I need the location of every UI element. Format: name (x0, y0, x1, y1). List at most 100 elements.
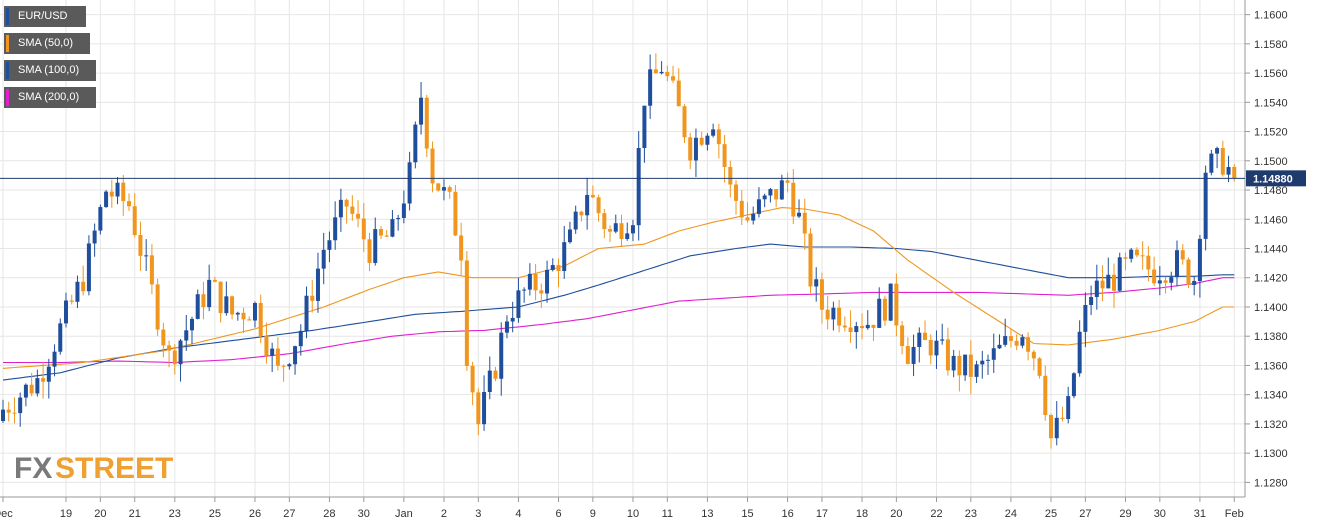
candle-body (384, 235, 389, 237)
candle (1043, 365, 1048, 421)
candle-body (436, 183, 441, 191)
sma100-line (2, 243, 1235, 381)
legend-item-sma50[interactable]: SMA (50,0) (4, 33, 90, 54)
x-tick-label: 17 (816, 508, 828, 520)
candle (315, 252, 320, 313)
candle (923, 320, 928, 341)
candle-body (189, 318, 194, 331)
legend-item-eurusd[interactable]: EUR/USD (4, 6, 86, 27)
candle-body (298, 330, 303, 347)
candle (779, 174, 784, 200)
candle-body (1232, 167, 1237, 179)
candle-body (1134, 249, 1139, 256)
legend-swatch-sma200 (6, 89, 9, 106)
candle (58, 318, 63, 355)
y-tick-label: 1.1460 (1254, 214, 1288, 226)
candle (430, 141, 435, 193)
axis-layer: 1.1600 1.1580 1.1560 1.1540 1.1520 1.1500 1.14… (0, 0, 1306, 520)
candle (230, 295, 235, 320)
candle-body (688, 137, 693, 161)
candle (470, 361, 475, 406)
logo-fx: FX (14, 452, 52, 485)
candle (155, 278, 160, 336)
candle-body (1094, 280, 1099, 298)
candle (585, 177, 590, 230)
candle (104, 190, 109, 208)
candle-body (98, 207, 103, 231)
candle (963, 354, 968, 381)
candle-body (396, 217, 401, 220)
candle (688, 132, 693, 170)
candle-body (1192, 281, 1197, 285)
candle-body (768, 189, 773, 196)
candle (1140, 241, 1145, 270)
candle (625, 222, 630, 241)
candle-body (293, 346, 298, 365)
candle-body (315, 268, 320, 301)
candle (653, 53, 658, 74)
candle-body (29, 384, 34, 394)
candle-body (1020, 337, 1025, 346)
candle-body (636, 148, 641, 226)
candle-body (567, 229, 572, 243)
candle-body (608, 229, 613, 232)
candle-body (115, 182, 120, 197)
candle-body (911, 346, 916, 364)
candle (539, 283, 544, 308)
candle (728, 160, 733, 198)
candle-body (539, 290, 544, 294)
candle (905, 337, 910, 365)
legend-swatch-sma50 (6, 35, 9, 52)
candle-body (86, 243, 91, 292)
candle-body (1203, 172, 1208, 239)
last-price-tag (1246, 170, 1306, 187)
candle-body (121, 182, 126, 202)
sma200-line (3, 277, 1235, 364)
y-tick-label: 1.1320 (1254, 419, 1288, 431)
candle-body (1129, 249, 1134, 259)
candle-body (224, 296, 229, 314)
x-tick-label: 9 (590, 508, 596, 520)
candle (1209, 149, 1214, 176)
legend-item-sma100[interactable]: SMA (100,0) (4, 60, 96, 81)
candle-body (1117, 257, 1122, 291)
candle-body (69, 300, 74, 302)
candle-body (35, 378, 40, 394)
candle-body (1083, 304, 1088, 332)
legend-item-sma200[interactable]: SMA (200,0) (4, 87, 96, 108)
candle (768, 187, 773, 203)
candle-body (487, 370, 492, 392)
candle-body (1026, 337, 1031, 352)
candle-body (230, 296, 235, 315)
candle (945, 327, 950, 376)
candle (516, 277, 521, 323)
candle-body (275, 348, 280, 366)
candle-body (602, 213, 607, 230)
candle-body (333, 217, 338, 241)
candle (1146, 246, 1151, 282)
candle-body (344, 199, 349, 207)
candle-body (797, 212, 802, 217)
candle-body (510, 317, 515, 322)
candle (207, 264, 212, 312)
candle-body (877, 298, 882, 328)
y-tick-label: 1.1540 (1254, 97, 1288, 109)
x-tick-label: 25 (209, 508, 221, 520)
candle-body (361, 218, 366, 240)
candle-body (144, 255, 149, 257)
candle-body (1071, 373, 1076, 397)
candle-body (1215, 148, 1220, 154)
candle (1134, 247, 1139, 258)
candle-body (871, 324, 876, 328)
candle (132, 193, 137, 238)
candle-body (350, 206, 355, 214)
candle (1215, 146, 1220, 169)
candle-body (533, 273, 538, 291)
candle-body (573, 211, 578, 230)
x-tick-label: 23 (169, 508, 181, 520)
candle-body (327, 240, 332, 250)
candle (751, 206, 756, 225)
x-tick-label: 10 (627, 508, 639, 520)
candle (304, 286, 309, 339)
candle (1175, 240, 1180, 287)
